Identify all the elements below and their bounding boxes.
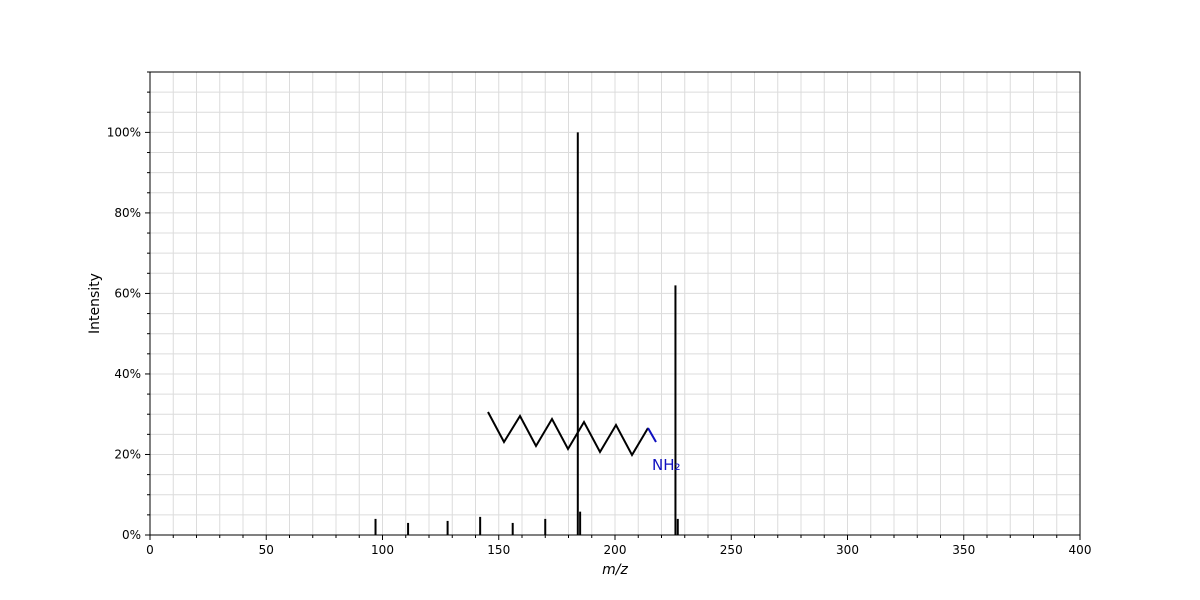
y-axis-label: Intensity bbox=[87, 273, 103, 334]
molecule-nh2-label: NH₂ bbox=[652, 456, 681, 474]
axes: 0 50 100 150 200 250 300 350 400 0% 20% 40% 60% 80% 10… bbox=[107, 71, 1092, 557]
x-tick-label: 50 bbox=[259, 543, 274, 557]
x-tick-label: 300 bbox=[836, 543, 859, 557]
x-tick-label: 0 bbox=[146, 543, 154, 557]
x-tick-label: 250 bbox=[720, 543, 743, 557]
grid bbox=[149, 71, 1081, 536]
x-axis-label: m/z bbox=[602, 562, 628, 578]
x-tick-label: 200 bbox=[604, 543, 627, 557]
molecule-structure: NH₂ bbox=[487, 411, 681, 474]
x-tick-label: 350 bbox=[952, 543, 975, 557]
y-tick-label: 0% bbox=[122, 528, 141, 542]
y-tick-label: 80% bbox=[114, 206, 141, 220]
molecule-bond-nitrogen bbox=[647, 427, 657, 443]
y-tick-label: 100% bbox=[107, 125, 141, 139]
y-tick-label: 60% bbox=[114, 286, 141, 300]
molecule-carbon-chain bbox=[487, 411, 649, 458]
x-tick-label: 400 bbox=[1069, 543, 1092, 557]
y-tick-label: 40% bbox=[114, 367, 141, 381]
peaks bbox=[374, 132, 679, 535]
y-tick-label: 20% bbox=[114, 447, 141, 461]
x-tick-label: 150 bbox=[487, 543, 510, 557]
x-tick-label: 100 bbox=[371, 543, 394, 557]
